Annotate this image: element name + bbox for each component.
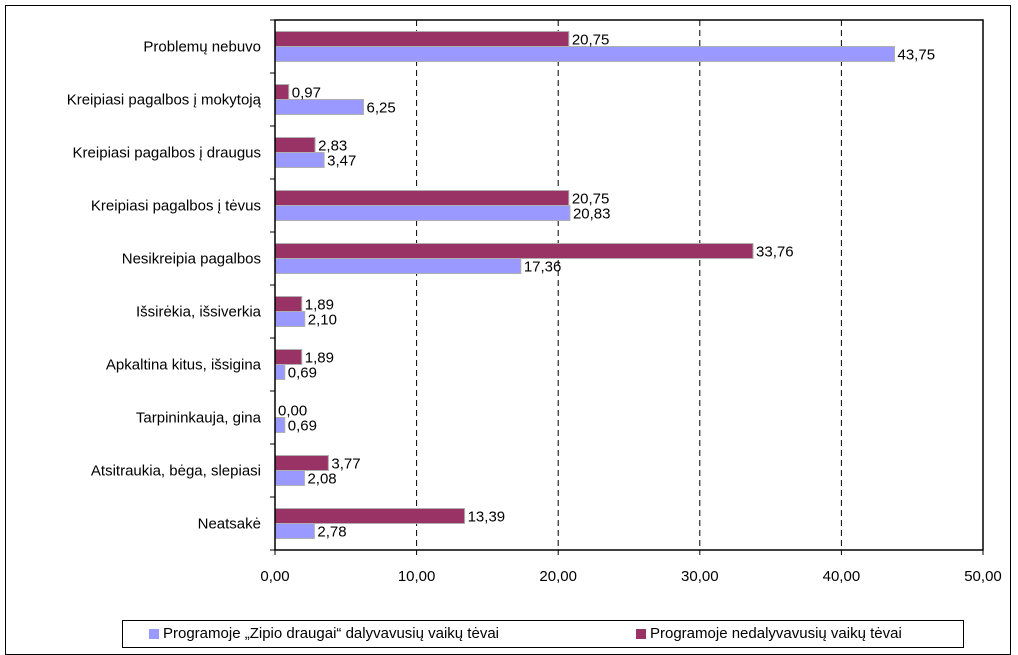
legend-label-zipio: Programoje „Zipio draugai“ dalyvavusių v… (163, 625, 499, 642)
data-label-zipio: 2,78 (317, 524, 346, 541)
data-label-nedalyvavusiu: 0,00 (278, 403, 307, 420)
chart-frame (5, 5, 1011, 655)
legend-label-nedalyvavusiu: Programoje nedalyvavusių vaikų tėvai (650, 625, 902, 642)
category-label: Kreipiasi pagalbos į draugus (73, 145, 261, 162)
data-label-nedalyvavusiu: 20,75 (572, 32, 610, 49)
data-label-nedalyvavusiu: 13,39 (468, 509, 506, 526)
data-label-zipio: 2,10 (308, 312, 337, 329)
data-label-nedalyvavusiu: 2,83 (318, 138, 347, 155)
bar-zipio (274, 470, 305, 486)
bar-zipio (274, 417, 286, 433)
legend-item-zipio: Programoje „Zipio draugai“ dalyvavusių v… (149, 625, 499, 642)
bar-zipio (274, 99, 364, 115)
bar-zipio (274, 152, 325, 168)
bar-nedalyvavusiu (274, 190, 570, 206)
category-label: Nesikreipia pagalbos (122, 251, 261, 268)
data-label-zipio: 2,08 (307, 471, 336, 488)
bar-nedalyvavusiu (274, 84, 290, 100)
bars (274, 31, 895, 539)
category-label: Kreipiasi pagalbos į mokytoją (67, 92, 262, 109)
data-label-zipio: 43,75 (898, 47, 936, 64)
category-label: Apkaltina kitus, išsigina (106, 357, 262, 374)
bar-nedalyvavusiu (274, 455, 329, 471)
category-label: Atsitraukia, bėga, slepiasi (91, 463, 261, 480)
bar-nedalyvavusiu (274, 349, 303, 365)
data-label-zipio: 0,69 (288, 418, 317, 435)
grid-lines (416, 20, 842, 550)
category-label: Problemų nebuvo (143, 39, 261, 56)
data-label-zipio: 20,83 (573, 206, 611, 223)
data-label-zipio: 17,36 (524, 259, 562, 276)
x-tick-label: 30,00 (681, 568, 719, 585)
data-label-nedalyvavusiu: 20,75 (572, 191, 610, 208)
data-label-nedalyvavusiu: 3,77 (331, 456, 360, 473)
legend: Programoje „Zipio draugai“ dalyvavusių v… (122, 620, 964, 648)
category-labels: Problemų nebuvo Kreipiasi pagalbos į moky… (67, 19, 275, 551)
category-label: Išsirėkia, išsiverkia (136, 304, 262, 321)
plot-area (274, 19, 984, 551)
bar-zipio (274, 523, 315, 539)
legend-swatch-zipio (149, 628, 159, 639)
bar-nedalyvavusiu (274, 508, 466, 524)
bar-zipio (274, 205, 571, 221)
data-label-zipio: 3,47 (327, 153, 356, 170)
x-tick-label: 50,00 (964, 568, 1002, 585)
legend-item-nedalyvavusiu: Programoje nedalyvavusių vaikų tėvai (636, 625, 902, 642)
data-label-zipio: 6,25 (367, 100, 396, 117)
data-label-nedalyvavusiu: 0,97 (292, 85, 321, 102)
category-label: Tarpininkauja, gina (136, 410, 262, 427)
bar-zipio (274, 311, 306, 327)
category-label: Neatsakė (198, 516, 261, 533)
bar-nedalyvavusiu (274, 243, 754, 259)
bar-zipio (274, 46, 895, 62)
bar-nedalyvavusiu (274, 31, 570, 47)
x-tick-labels: 0,00 10,00 20,00 30,00 40,00 50,00 (260, 550, 1002, 585)
legend-swatch-nedalyvavusiu (636, 628, 646, 639)
data-labels: 20,7543,750,976,252,833,4720,7520,8333,7… (278, 32, 935, 541)
data-label-zipio: 0,69 (288, 365, 317, 382)
bar-zipio (274, 258, 522, 274)
x-tick-label: 10,00 (398, 568, 436, 585)
x-tick-label: 20,00 (539, 568, 577, 585)
data-label-nedalyvavusiu: 1,89 (305, 350, 334, 367)
x-tick-label: 0,00 (260, 568, 289, 585)
bar-nedalyvavusiu (274, 296, 303, 312)
bar-zipio (274, 364, 286, 380)
data-label-nedalyvavusiu: 33,76 (756, 244, 794, 261)
bar-nedalyvavusiu (274, 137, 316, 153)
x-tick-label: 40,00 (823, 568, 861, 585)
category-label: Kreipiasi pagalbos į tėvus (91, 198, 261, 215)
data-label-nedalyvavusiu: 1,89 (305, 297, 334, 314)
